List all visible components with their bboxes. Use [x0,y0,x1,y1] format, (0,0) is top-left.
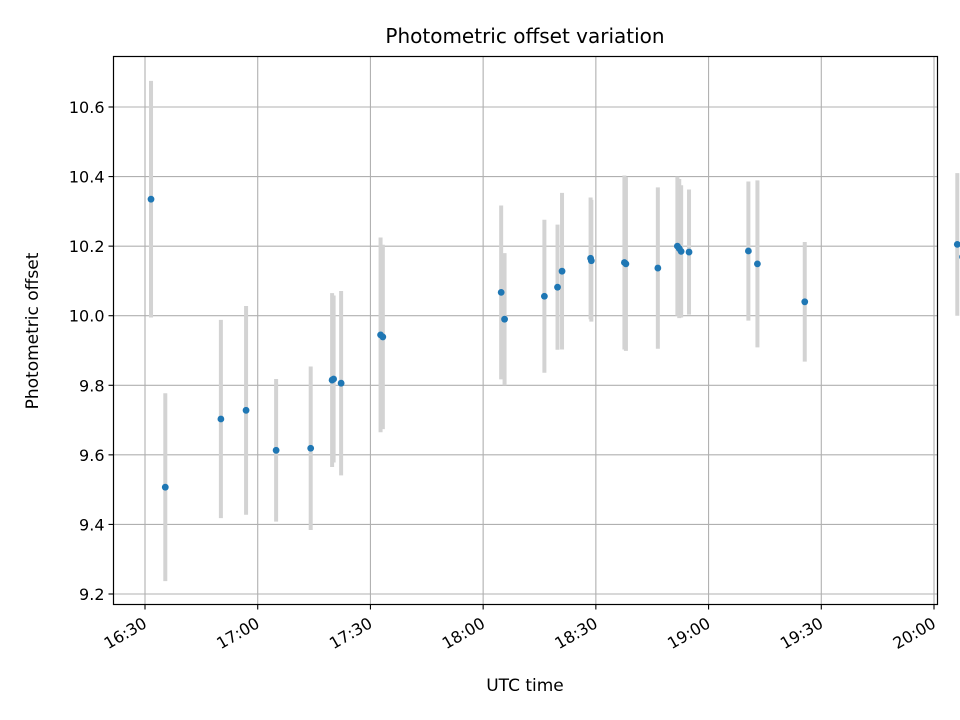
y-tick-label: 10.6 [69,98,105,117]
data-point [161,483,169,491]
x-tick-label: 18:00 [439,614,488,654]
data-point [497,289,505,296]
x-tick-label: 20:00 [890,614,939,654]
data-point [587,257,595,265]
data-point [801,298,809,306]
data-point [558,267,566,275]
data-point [685,248,693,256]
chart-title: Photometric offset variation [385,24,664,48]
x-tick-label: 16:30 [101,614,150,654]
data-point [147,195,155,203]
y-tick-label: 10.4 [69,168,105,187]
data-point [501,315,508,323]
errorbar-layer [149,80,960,582]
data-point [242,406,250,414]
y-tick-label: 10.2 [69,237,105,256]
x-tick-label: 18:30 [551,614,600,654]
y-tick-label: 9.2 [79,585,104,604]
data-point [654,264,662,272]
x-tick-label: 17:00 [213,614,262,654]
y-tick-label: 9.6 [79,446,104,465]
data-point [330,375,338,383]
data-point [379,333,387,341]
data-point [307,444,315,452]
data-point [754,260,761,268]
x-tick-label: 17:30 [326,614,375,654]
y-tick-label: 9.4 [79,515,104,534]
x-tick-label: 19:00 [664,614,713,654]
plot-frame [112,55,939,606]
y-tick-label: 9.8 [79,376,104,395]
data-point [337,379,345,387]
data-point [953,241,960,248]
data-point [677,247,685,255]
point-layer [147,195,960,491]
data-point [540,292,548,300]
x-tick-label: 19:30 [777,614,826,654]
grid-layer [113,56,938,605]
y-axis-label: Photometric offset [23,252,43,409]
data-point [554,283,561,291]
y-tick-label: 10.0 [69,307,105,326]
data-point [272,446,280,454]
data-point [622,260,630,268]
x-axis-label: UTC time [486,676,564,696]
data-point [217,415,225,423]
data-point [744,247,752,255]
